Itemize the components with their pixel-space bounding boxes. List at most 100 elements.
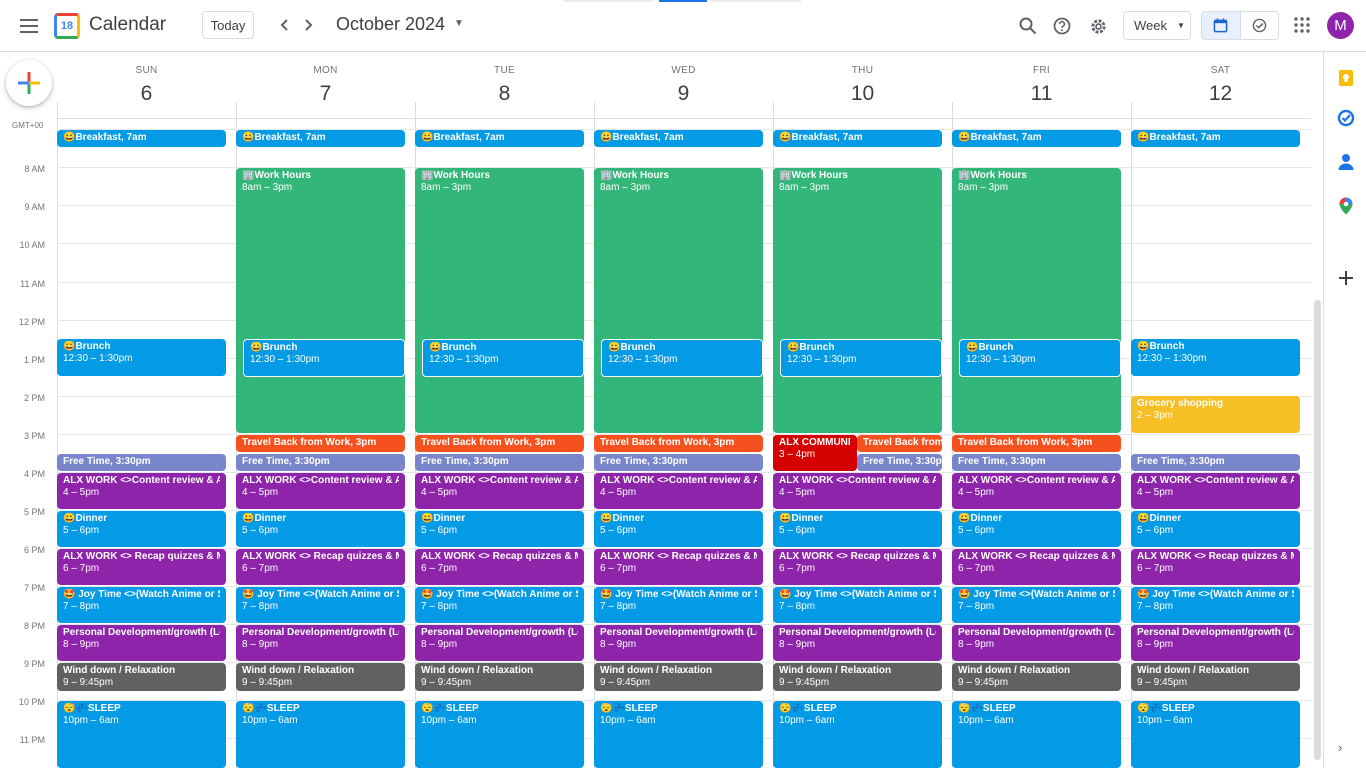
work-hours-event[interactable]: 🏢Work Hours 8am – 3pm [594, 168, 763, 433]
previous-week-button[interactable] [272, 12, 296, 38]
add-addon-icon[interactable] [1336, 268, 1356, 288]
day-number[interactable]: 11 [1030, 82, 1053, 105]
joy-time-event[interactable]: 🤩 Joy Time <>(Watch Anime or Series)7 – … [57, 587, 226, 623]
alx-recap-event[interactable]: ALX WORK <> Recap quizzes & Milestones6 … [236, 549, 405, 585]
help-button[interactable] [1048, 12, 1076, 40]
calendar-logo[interactable]: 18 [54, 13, 80, 39]
travel-event[interactable]: Travel Back from Work, 3pm [236, 435, 405, 452]
alx-recap-event[interactable]: ALX WORK <> Recap quizzes & Milestones6 … [57, 549, 226, 585]
free-time-event[interactable]: Free Time, 3:30pm [57, 454, 226, 471]
alx-recap-event[interactable]: ALX WORK <> Recap quizzes & Milestones6 … [1131, 549, 1300, 585]
alx-recap-event[interactable]: ALX WORK <> Recap quizzes & Milestones6 … [594, 549, 763, 585]
google-apps-button[interactable] [1290, 12, 1314, 38]
grocery-shopping-event[interactable]: Grocery shopping 2 – 3pm [1131, 396, 1300, 433]
wind-down-event[interactable]: Wind down / Relaxation 9 – 9:45pm [773, 663, 942, 691]
account-avatar[interactable]: M [1327, 12, 1354, 39]
breakfast-event[interactable]: 😀Breakfast, 7am [952, 130, 1121, 147]
next-week-button[interactable] [297, 12, 321, 38]
sleep-event[interactable]: 😴💤SLEEP 10pm – 6am [1131, 701, 1300, 768]
personal-development-event[interactable]: Personal Development/growth (Learning)8 … [773, 625, 942, 661]
tasks-icon[interactable] [1336, 108, 1356, 128]
alx-content-review-event[interactable]: ALX WORK <>Content review & Activities4 … [952, 473, 1121, 509]
personal-development-event[interactable]: Personal Development/growth (Learning)8 … [1131, 625, 1300, 661]
travel-event[interactable]: Travel Back from Work, 3pm [952, 435, 1121, 452]
work-hours-event[interactable]: 🏢Work Hours 8am – 3pm [952, 168, 1121, 433]
joy-time-event[interactable]: 🤩 Joy Time <>(Watch Anime or Series)7 – … [773, 587, 942, 623]
dinner-event[interactable]: 😀Dinner 5 – 6pm [1131, 511, 1300, 547]
day-header-sun[interactable]: SUN 6 [57, 52, 236, 118]
wind-down-event[interactable]: Wind down / Relaxation 9 – 9:45pm [1131, 663, 1300, 691]
free-time-event[interactable]: Free Time, 3:30pm [857, 454, 942, 471]
joy-time-event[interactable]: 🤩 Joy Time <>(Watch Anime or Series)7 – … [952, 587, 1121, 623]
free-time-event[interactable]: Free Time, 3:30pm [594, 454, 763, 471]
breakfast-event[interactable]: 😀Breakfast, 7am [1131, 130, 1300, 147]
wind-down-event[interactable]: Wind down / Relaxation 9 – 9:45pm [57, 663, 226, 691]
work-hours-event[interactable]: 🏢Work Hours 8am – 3pm [236, 168, 405, 433]
work-hours-event[interactable]: 🏢Work Hours 8am – 3pm [415, 168, 584, 433]
brunch-event[interactable]: 😀Brunch 12:30 – 1:30pm [57, 339, 226, 376]
dinner-event[interactable]: 😀Dinner 5 – 6pm [415, 511, 584, 547]
alx-content-review-event[interactable]: ALX WORK <>Content review & Activities4 … [415, 473, 584, 509]
tasks-view-toggle[interactable] [1241, 12, 1279, 39]
dinner-event[interactable]: 😀Dinner 5 – 6pm [57, 511, 226, 547]
scrollbar-thumb[interactable] [1314, 300, 1321, 760]
personal-development-event[interactable]: Personal Development/growth (Learning)8 … [594, 625, 763, 661]
breakfast-event[interactable]: 😀Breakfast, 7am [415, 130, 584, 147]
day-number[interactable]: 8 [498, 82, 511, 105]
alx-content-review-event[interactable]: ALX WORK <>Content review & Activities4 … [1131, 473, 1300, 509]
alx-content-review-event[interactable]: ALX WORK <>Content review & Activities4 … [57, 473, 226, 509]
keep-icon[interactable] [1336, 68, 1356, 88]
day-header-fri[interactable]: FRI 11 [952, 52, 1131, 118]
sleep-event[interactable]: 😴💤SLEEP 10pm – 6am [773, 701, 942, 768]
personal-development-event[interactable]: Personal Development/growth (Learning)8 … [952, 625, 1121, 661]
day-number[interactable]: 9 [677, 82, 690, 105]
dinner-event[interactable]: 😀Dinner 5 – 6pm [952, 511, 1121, 547]
day-header-mon[interactable]: MON 7 [236, 52, 415, 118]
travel-event[interactable]: Travel Back from Work, 3pm [415, 435, 584, 452]
travel-event[interactable]: Travel Back from Work, 3pm [594, 435, 763, 452]
today-button[interactable]: Today [202, 11, 254, 39]
joy-time-event[interactable]: 🤩 Joy Time <>(Watch Anime or Series)7 – … [236, 587, 405, 623]
day-header-wed[interactable]: WED 9 [594, 52, 773, 118]
breakfast-event[interactable]: 😀Breakfast, 7am [236, 130, 405, 147]
free-time-event[interactable]: Free Time, 3:30pm [1131, 454, 1300, 471]
month-caret-icon[interactable]: ▼ [454, 18, 464, 29]
calendar-view-toggle[interactable] [1202, 12, 1241, 39]
free-time-event[interactable]: Free Time, 3:30pm [952, 454, 1121, 471]
day-number[interactable]: 10 [850, 82, 875, 105]
free-time-event[interactable]: Free Time, 3:30pm [415, 454, 584, 471]
work-hours-event[interactable]: 🏢Work Hours 8am – 3pm [773, 168, 942, 433]
alx-recap-event[interactable]: ALX WORK <> Recap quizzes & Milestones6 … [952, 549, 1121, 585]
joy-time-event[interactable]: 🤩 Joy Time <>(Watch Anime or Series)7 – … [594, 587, 763, 623]
sleep-event[interactable]: 😴💤SLEEP 10pm – 6am [952, 701, 1121, 768]
brunch-event[interactable]: 😀Brunch 12:30 – 1:30pm [422, 339, 584, 377]
alx-recap-event[interactable]: ALX WORK <> Recap quizzes & Milestones6 … [415, 549, 584, 585]
alx-content-review-event[interactable]: ALX WORK <>Content review & Activities4 … [773, 473, 942, 509]
chevron-right-icon[interactable]: › [1338, 740, 1343, 755]
personal-development-event[interactable]: Personal Development/growth (Learning)8 … [236, 625, 405, 661]
day-number[interactable]: 12 [1208, 82, 1233, 105]
sleep-event[interactable]: 😴💤SLEEP 10pm – 6am [594, 701, 763, 768]
day-number[interactable]: 7 [319, 82, 332, 105]
alx-recap-event[interactable]: ALX WORK <> Recap quizzes & Milestones6 … [773, 549, 942, 585]
sleep-event[interactable]: 😴💤SLEEP 10pm – 6am [236, 701, 405, 768]
wind-down-event[interactable]: Wind down / Relaxation 9 – 9:45pm [236, 663, 405, 691]
sleep-event[interactable]: 😴💤SLEEP 10pm – 6am [57, 701, 226, 768]
personal-development-event[interactable]: Personal Development/growth (Learning)8 … [415, 625, 584, 661]
alx-community-event[interactable]: ALX COMMUNITY3 – 4pm [773, 435, 857, 471]
personal-development-event[interactable]: Personal Development/growth (Learning)8 … [57, 625, 226, 661]
wind-down-event[interactable]: Wind down / Relaxation 9 – 9:45pm [415, 663, 584, 691]
joy-time-event[interactable]: 🤩 Joy Time <>(Watch Anime or Series)7 – … [415, 587, 584, 623]
brunch-event[interactable]: 😀Brunch 12:30 – 1:30pm [243, 339, 405, 377]
day-number[interactable]: 6 [140, 82, 153, 105]
settings-button[interactable] [1084, 12, 1112, 40]
free-time-event[interactable]: Free Time, 3:30pm [236, 454, 405, 471]
alx-content-review-event[interactable]: ALX WORK <>Content review & Activities4 … [594, 473, 763, 509]
dinner-event[interactable]: 😀Dinner 5 – 6pm [236, 511, 405, 547]
day-header-thu[interactable]: THU 10 [773, 52, 952, 118]
create-event-button[interactable] [6, 60, 52, 106]
contacts-icon[interactable] [1336, 152, 1356, 172]
breakfast-event[interactable]: 😀Breakfast, 7am [594, 130, 763, 147]
dinner-event[interactable]: 😀Dinner 5 – 6pm [594, 511, 763, 547]
month-title[interactable]: October 2024 [336, 14, 446, 34]
